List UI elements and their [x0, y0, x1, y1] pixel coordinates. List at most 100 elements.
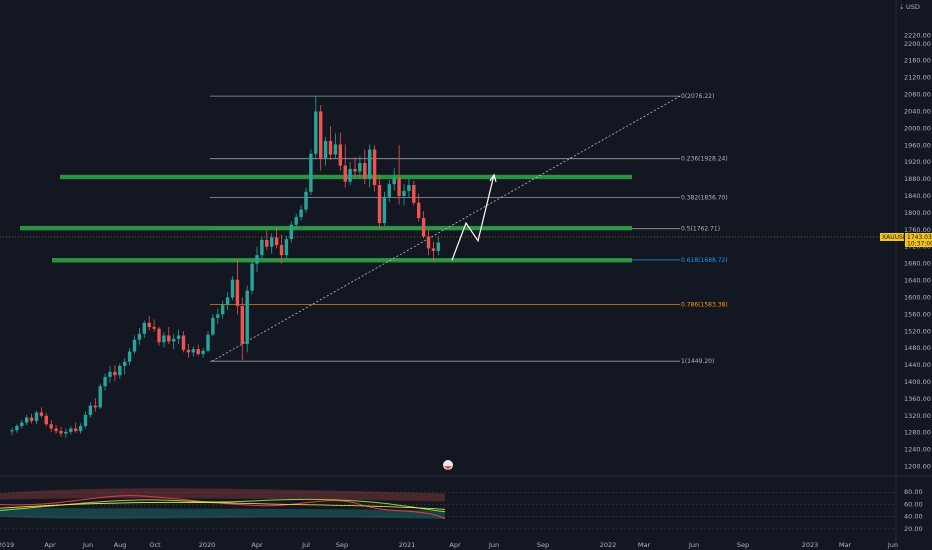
candle-body — [260, 239, 264, 256]
candle-body — [402, 190, 406, 196]
y-tick-label: 1960.00 — [904, 141, 931, 149]
candle-body — [181, 335, 186, 350]
x-tick-label: 2021 — [399, 541, 416, 549]
candle-body — [186, 349, 191, 353]
candlestick-series — [10, 96, 440, 438]
y-tick-label: 2120.00 — [904, 74, 931, 82]
x-tick-label: Sep — [537, 541, 549, 549]
y-tick-label: 1200.00 — [904, 463, 931, 471]
y-tick-label: 1480.00 — [904, 344, 931, 352]
events-marker[interactable] — [443, 460, 453, 470]
candle-body — [191, 349, 195, 353]
header: USD ⇣ — [899, 3, 920, 11]
candle-body — [39, 412, 44, 416]
candle-body — [421, 217, 426, 237]
y-tick-label: 2040.00 — [904, 107, 931, 115]
y-tick-label: 1640.00 — [904, 277, 931, 285]
candle-body — [196, 349, 200, 355]
oversold-band — [0, 507, 445, 520]
y-tick-label: 1920.00 — [904, 158, 931, 166]
indicator-tick-label: 80.00 — [904, 488, 923, 496]
candle-body — [387, 184, 391, 197]
currency-label: USD — [906, 3, 920, 11]
candle-body — [314, 111, 318, 154]
y-tick-label: 1560.00 — [904, 310, 931, 318]
candle-body — [157, 328, 161, 343]
candle-body — [15, 425, 19, 431]
y-tick-label: 1360.00 — [904, 395, 931, 403]
projection-path[interactable] — [451, 174, 495, 261]
candle-body — [29, 417, 34, 421]
candle-body — [412, 185, 416, 203]
x-tick-label: 2019 — [0, 541, 14, 549]
y-tick-label: 1520.00 — [904, 327, 931, 335]
last-price-tag — [905, 232, 932, 247]
candle-body — [309, 153, 313, 192]
fib-level-label: 1(1449.20) — [681, 358, 714, 365]
candle-body — [54, 428, 58, 432]
y-tick-label: 1600.00 — [904, 293, 931, 301]
candle-body — [299, 209, 303, 218]
x-tick-label: Mar — [638, 541, 651, 549]
candle-body — [245, 290, 249, 344]
y-tick-label: 2080.00 — [904, 91, 931, 99]
signal-line — [0, 498, 446, 513]
candle-body — [221, 305, 225, 315]
symbol-label: XAUUSD — [882, 234, 908, 241]
fib-level-label: 0.618(1688.72) — [681, 257, 728, 264]
candle-body — [250, 263, 254, 291]
y-tick-label: 1320.00 — [904, 412, 931, 420]
y-tick-label: 1240.00 — [904, 446, 931, 454]
y-tick-label: 1880.00 — [904, 175, 931, 183]
candle-body — [152, 327, 156, 329]
candle-body — [34, 412, 39, 421]
candle-body — [382, 196, 387, 224]
trendline-line[interactable] — [211, 95, 681, 362]
candle-body — [377, 185, 382, 224]
fib-retracement-tool[interactable]: 0(2076.22) 0.236(1928.24) 0.382(1836.70) 0.… — [210, 93, 728, 365]
candle-body — [44, 415, 48, 425]
candle-body — [59, 431, 63, 434]
candle-body — [69, 428, 73, 432]
fib-level-label: 0.786(1583.38) — [681, 301, 728, 308]
candle-body — [137, 333, 142, 340]
candle-body — [25, 417, 29, 423]
oscillator-line — [0, 495, 446, 519]
candle-body — [167, 335, 171, 342]
candle-body — [98, 386, 102, 408]
y-tick-label: 1400.00 — [904, 378, 931, 386]
candle-body — [333, 144, 338, 155]
candle-body — [206, 334, 210, 351]
indicator-tick-label: 60.00 — [904, 500, 923, 508]
support-zone[interactable] — [20, 225, 632, 231]
y-tick-label: 2000.00 — [904, 124, 931, 132]
support-zone[interactable] — [52, 258, 632, 263]
y-tick-label: 2200.00 — [904, 40, 931, 48]
candle-body — [270, 237, 274, 247]
projection-arrow[interactable] — [451, 173, 497, 261]
arrow-head-icon — [489, 173, 497, 183]
candle-body — [88, 405, 93, 415]
candle-body — [49, 424, 53, 429]
candle-body — [64, 431, 68, 434]
support-lines[interactable] — [20, 174, 632, 263]
candle-body — [127, 351, 132, 362]
candle-body — [83, 414, 88, 426]
trendline[interactable] — [211, 95, 681, 362]
candle-body — [147, 322, 151, 328]
candle-body — [363, 163, 367, 179]
x-tick-label: Apr — [449, 541, 461, 549]
candle-body — [348, 168, 352, 182]
last-price-label: 1743.03 — [907, 234, 932, 241]
x-tick-label: Oct — [149, 541, 161, 549]
x-tick-label: Apr — [251, 541, 263, 549]
candle-body — [172, 338, 176, 342]
symbol-tag — [880, 232, 904, 241]
time-axis[interactable]: 2019 Apr Jun Aug Oct 2020 Apr Jul Sep 2021 Apr Jun S… — [0, 541, 898, 549]
candle-body — [279, 245, 284, 256]
candle-body — [118, 365, 122, 376]
